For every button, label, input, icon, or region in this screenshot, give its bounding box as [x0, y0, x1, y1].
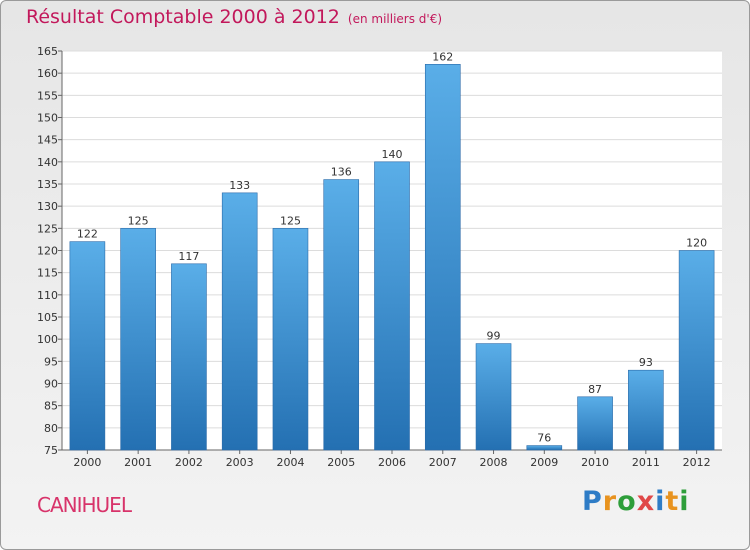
y-tick-label: 145 [37, 134, 58, 147]
x-tick-label: 2002 [175, 456, 203, 469]
logo-letter: t [665, 486, 680, 517]
x-tick-label: 2007 [429, 456, 457, 469]
data-label: 87 [588, 383, 602, 396]
proxiti-logo: Proxiti [582, 486, 690, 517]
x-tick-label: 2009 [530, 456, 558, 469]
data-label: 122 [77, 228, 98, 241]
bar [424, 64, 461, 451]
data-label: 136 [331, 166, 352, 179]
data-label: 76 [537, 432, 551, 445]
bar [374, 161, 410, 451]
data-label: 125 [128, 214, 149, 227]
data-label: 99 [487, 330, 501, 343]
title-text: Résultat Comptable 2000 à 2012 [26, 6, 340, 28]
bar [69, 241, 106, 451]
x-tick-label: 2006 [378, 456, 406, 469]
x-tick-label: 2003 [226, 456, 254, 469]
bar [678, 250, 715, 451]
data-label: 125 [280, 214, 301, 227]
bar [628, 369, 664, 451]
y-tick-label: 130 [37, 200, 58, 213]
logo-letter: r [602, 486, 618, 517]
y-tick-label: 95 [44, 355, 58, 368]
logo-letter: P [582, 486, 603, 517]
y-tick-label: 160 [37, 67, 58, 80]
y-tick-label: 115 [37, 267, 58, 280]
y-tick-label: 140 [37, 156, 58, 169]
logo-letter: x [636, 486, 656, 517]
logo-letter: i [679, 486, 690, 517]
data-label: 162 [432, 50, 453, 63]
x-tick-label: 2011 [632, 456, 660, 469]
data-label: 120 [686, 237, 707, 250]
bar [323, 179, 360, 451]
data-label: 117 [178, 250, 199, 263]
data-label: 140 [382, 148, 403, 161]
bars: 122 125 117 133 125 136 140 162 99 76 87 93 120 [69, 50, 715, 451]
y-tick-label: 155 [37, 89, 58, 102]
x-tick-label: 2004 [276, 456, 304, 469]
chart-title: Résultat Comptable 2000 à 2012 (en millie… [26, 6, 442, 28]
y-tick-label: 90 [44, 378, 58, 391]
y-tick-label: 125 [37, 222, 58, 235]
x-tick-label: 2012 [683, 456, 711, 469]
bar [120, 228, 156, 451]
bar [526, 445, 563, 451]
title-unit: (en milliers d'€) [347, 12, 443, 26]
y-tick-label: 85 [44, 400, 58, 413]
logo-letter: o [617, 486, 637, 517]
y-tick-label: 150 [37, 112, 58, 125]
x-tick-label: 2000 [73, 456, 101, 469]
bar [577, 396, 613, 451]
logo-letter: i [655, 486, 666, 517]
bar [171, 263, 207, 451]
x-tick-label: 2001 [124, 456, 152, 469]
axes: 75 80 85 90 95 100 105 110 115 120 125 130 135 140 145… [37, 45, 722, 469]
y-tick-label: 75 [44, 444, 58, 457]
commune-name: CANIHUEL [37, 493, 132, 517]
bar [272, 228, 309, 451]
x-tick-label: 2005 [327, 456, 355, 469]
y-tick-label: 80 [44, 422, 58, 435]
y-tick-label: 165 [37, 45, 58, 58]
y-tick-label: 105 [37, 311, 58, 324]
bar [475, 343, 512, 451]
y-tick-label: 120 [37, 245, 58, 258]
x-tick-label: 2008 [480, 456, 508, 469]
y-tick-label: 100 [37, 333, 58, 346]
x-tick-label: 2010 [581, 456, 609, 469]
bar [221, 192, 258, 451]
y-tick-label: 135 [37, 178, 58, 191]
data-label: 133 [229, 179, 250, 192]
data-label: 93 [639, 356, 653, 369]
y-tick-label: 110 [37, 289, 58, 302]
